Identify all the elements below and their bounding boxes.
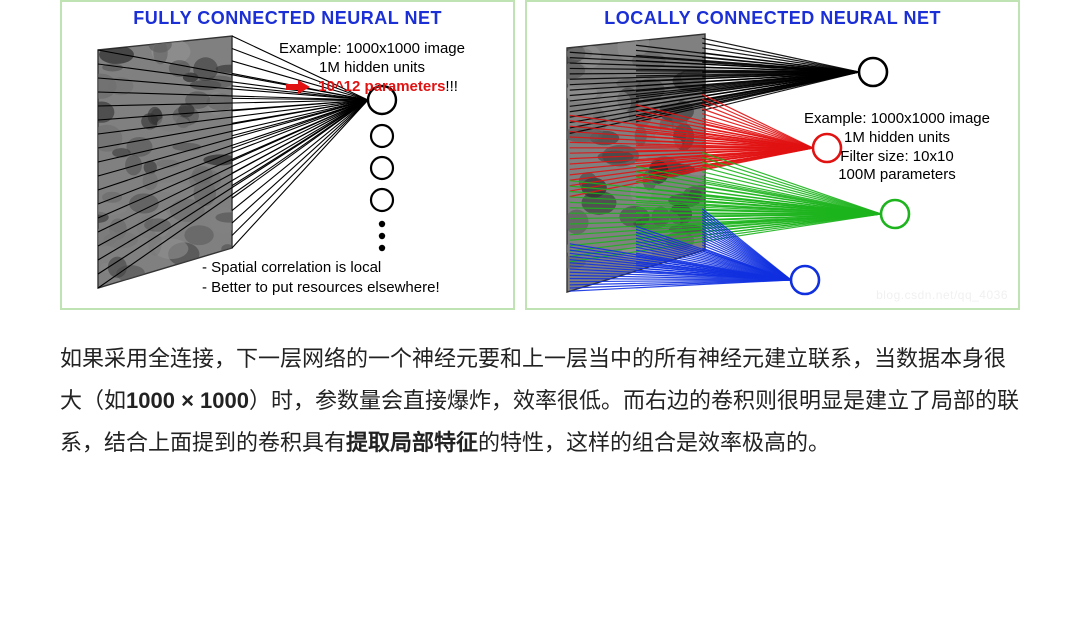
bullet-2: - Better to put resources elsewhere! [202, 278, 440, 298]
bullets-left: - Spatial correlation is local - Better … [202, 258, 440, 299]
explain-bold2: 提取局部特征 [346, 430, 478, 455]
panel-fully-connected: FULLY CONNECTED NEURAL NET Example: 1000… [60, 0, 515, 310]
example-line1-left: Example: 1000x1000 image [242, 40, 502, 59]
example-line1-right: Example: 1000x1000 image [792, 110, 1002, 129]
example-line3-right: Filter size: 10x10 [792, 148, 1002, 167]
arrow-icon [286, 81, 310, 93]
example-block-left: Example: 1000x1000 image 1M hidden units… [242, 40, 502, 96]
example-line2-right: 1M hidden units [792, 129, 1002, 148]
explain-bold1: 1000 × 1000 [126, 388, 249, 413]
panel-locally-connected: LOCALLY CONNECTED NEURAL NET Example: 10… [525, 0, 1020, 310]
explain-seg3: 的特性，这样的组合是效率极高的。 [478, 430, 830, 455]
example-line2-left: 1M hidden units [242, 59, 502, 78]
bullet-1: - Spatial correlation is local [202, 258, 440, 278]
watermark: blog.csdn.net/qq_4036 [876, 288, 1008, 302]
example-block-right: Example: 1000x1000 image 1M hidden units… [792, 110, 1002, 185]
diagram-row: FULLY CONNECTED NEURAL NET Example: 1000… [0, 0, 1080, 310]
param-suffix: !!! [445, 78, 458, 95]
example-line4-right: 100M parameters [792, 166, 1002, 185]
param-line-left: 10^12 parameters!!! [242, 78, 502, 97]
explanation-text: 如果采用全连接，下一层网络的一个神经元要和上一层当中的所有神经元建立联系，当数据… [0, 310, 1080, 463]
param-value: 10^12 parameters [318, 78, 445, 95]
